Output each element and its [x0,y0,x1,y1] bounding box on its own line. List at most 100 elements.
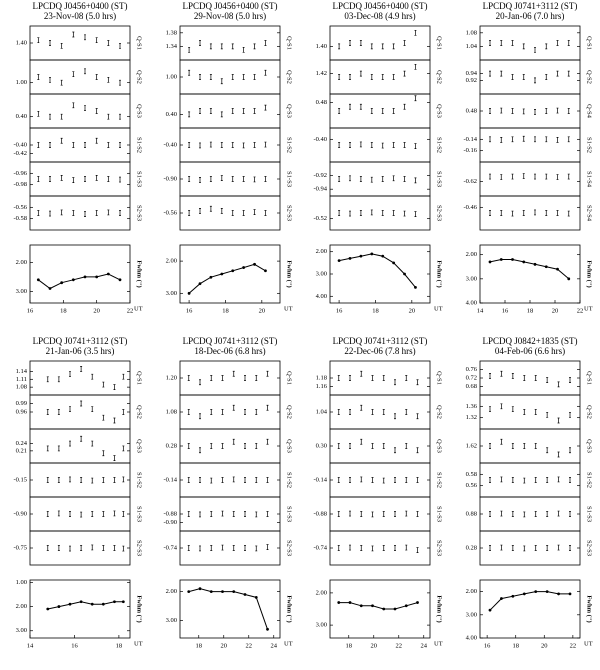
data-point [557,544,560,551]
subplot-label: S2-S3 [136,205,143,221]
data-point [556,210,559,216]
data-point [199,40,201,46]
data-point [500,137,503,143]
data-point [338,74,341,80]
panel-title: LPCDQ J0456+0400 (ST) [332,1,427,11]
data-point [416,379,419,386]
data-point [349,175,351,182]
data-point [113,477,116,483]
subplot-frame [29,161,131,197]
data-point [113,455,116,461]
data-point [523,511,526,518]
subplot-frame [329,360,431,396]
data-point [102,414,105,421]
data-point [360,438,363,445]
fwhm-point [90,602,94,606]
subplot-label: Q-S2 [136,70,143,84]
data-point [84,68,86,75]
data-point [489,373,491,379]
data-point [556,70,559,77]
x-tick-label: 18 [527,307,534,314]
subplot-label: S1-S3 [136,506,143,522]
x-tick-label: 22 [246,642,253,649]
data-point [534,46,536,53]
y-tick-label: -0.90 [13,510,27,517]
data-point [60,42,63,49]
y-tick-label: -0.62 [463,178,477,185]
data-point [60,113,63,120]
x-tick-label: 20 [93,307,100,314]
data-point [220,208,223,214]
data-point [242,46,245,53]
data-point [556,137,559,143]
data-point [209,141,212,148]
data-point [188,69,191,76]
y-tick-label: 0.96 [16,408,28,415]
fwhm-point [381,254,385,258]
panel-title: LPCDQ J0741+3112 (ST) [33,336,128,346]
data-point [80,477,83,483]
subplot-label: Q-S3 [436,439,443,453]
subplot-label: S1-S3 [136,171,143,187]
data-point [414,177,417,184]
data-point [232,545,235,551]
data-point [91,544,94,551]
x-tick-label: 16 [502,307,509,314]
data-point [210,443,213,449]
subplot-label: Q-S4 [586,104,593,118]
data-point [511,443,514,449]
x-tick-label: 18 [346,642,353,649]
y-tick-label: 4.00 [316,293,327,300]
data-point [220,142,223,148]
y-tick-label: -0.15 [13,476,27,483]
data-point [209,108,212,114]
data-point [489,545,491,551]
fwhm-point [221,590,224,593]
data-point [113,510,116,517]
y-tick-label: 1.08 [466,29,477,36]
data-point [567,108,570,114]
subplot-label: Q-S1 [136,371,143,385]
y-tick-label: 3.00 [466,611,477,618]
data-point [220,175,223,181]
data-point [210,375,213,381]
data-point [46,376,49,383]
data-point [220,111,223,118]
data-point [414,95,417,102]
fwhm-point [534,590,538,593]
data-point [360,545,363,551]
y-tick-label: 1.42 [316,70,327,77]
x-axis-label: UT [134,305,143,312]
data-point [57,409,60,415]
x-tick-label: 18 [116,642,123,649]
subplot-label: Q-S1 [286,36,293,50]
data-point [231,176,234,182]
subplot-frame [29,59,131,95]
fwhm-point [557,592,560,596]
data-point [188,210,191,216]
subplot-frame [29,195,131,231]
data-point [231,108,234,114]
data-point [255,443,258,449]
data-point [221,477,224,483]
fwhm-point [348,601,352,604]
subplot-frame [179,195,281,231]
fwhm-line [339,253,416,288]
fwhm-point [253,262,256,266]
subplot-label: S2-S3 [586,540,593,556]
data-point [122,445,125,452]
y-tick-label: -0.58 [13,215,27,222]
data-point [264,210,267,216]
fwhm-point [209,590,213,593]
x-axis-label: UT [284,640,293,647]
data-point [371,511,374,518]
y-tick-label: 2.00 [316,589,327,596]
data-point [95,108,98,114]
data-point [500,510,503,517]
data-point [232,404,235,411]
data-point [371,375,374,381]
subplot-frame [29,127,131,163]
fwhm-point [68,602,72,606]
subplot-label: S2-S3 [136,540,143,556]
x-tick-label: 14 [27,642,34,649]
